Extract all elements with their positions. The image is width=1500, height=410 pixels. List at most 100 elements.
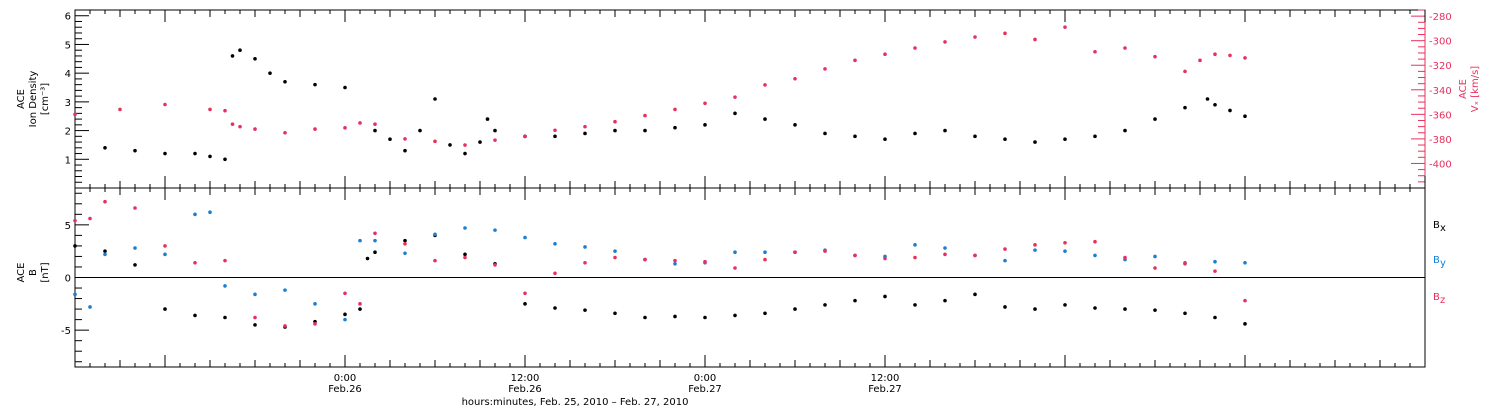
bx-point (103, 249, 107, 253)
density-point (1228, 108, 1232, 113)
bz-point (1003, 247, 1007, 251)
bx-point (673, 314, 677, 319)
bz-point (763, 257, 767, 262)
density-velocity-panel: 1 2 3 4 5 6 -280 -300 -320 -340 -360 -380 -400 ACE … (16, 9, 1481, 189)
bx-point (823, 303, 827, 307)
bz-point (193, 260, 197, 265)
bx-point (883, 294, 887, 299)
density-point (793, 123, 797, 127)
density-axis-title-line-1: ACE (16, 89, 27, 109)
bz-point (913, 255, 917, 260)
by-point (493, 228, 497, 232)
by-point (463, 226, 467, 230)
density-axis-title: ACE Ion Density [cm⁻³] (16, 71, 51, 128)
velocity-point (703, 101, 707, 106)
velocity-point (253, 127, 257, 131)
bx-point (1003, 305, 1007, 309)
time-tick-label: 12:00 (871, 373, 900, 384)
velocity-point (463, 143, 467, 147)
by-point (1063, 249, 1067, 253)
density-point (1243, 114, 1247, 119)
bx-point (133, 263, 137, 267)
density-point (230, 54, 235, 58)
bx-point (613, 311, 617, 316)
by-point (208, 210, 212, 215)
density-point (673, 125, 677, 130)
density-point (583, 131, 587, 136)
velocity-point (1183, 69, 1187, 74)
velocity-point (208, 107, 212, 112)
b-tick-label: 5 (65, 221, 71, 232)
velocity-point (553, 128, 557, 133)
bx-point (403, 238, 407, 243)
bz-point (313, 322, 317, 326)
bz-point (133, 206, 137, 210)
velocity-point (1213, 52, 1217, 56)
by-point (283, 288, 287, 292)
time-tick-date: Feb.27 (868, 384, 902, 395)
density-point (373, 128, 377, 133)
bx-point (73, 244, 77, 248)
bx-point (913, 303, 917, 307)
b-axis-title-line-1: ACE (16, 263, 27, 283)
by-point (343, 317, 347, 322)
bx-point (1213, 315, 1217, 320)
density-point (553, 134, 557, 139)
by-point (943, 246, 947, 250)
legend-subscript-z: z (1440, 295, 1445, 306)
bz-point (883, 256, 887, 261)
velocity-point (1228, 53, 1232, 58)
velocity-axis-title-line-2: Vₓ [km/s] (1470, 66, 1481, 112)
velocity-point (1033, 37, 1037, 42)
velocity-point (1003, 31, 1007, 36)
b-tick-label: 0 (65, 274, 71, 285)
density-point (943, 128, 947, 133)
time-tick-date: Feb.26 (328, 384, 362, 395)
by-point (1093, 253, 1097, 258)
bz-point (1123, 255, 1127, 260)
velocity-point (73, 112, 77, 117)
density-point (823, 131, 827, 136)
velocity-point (230, 122, 235, 126)
density-point (133, 148, 137, 153)
b-axis-ticks: 5 0 -5 (61, 192, 89, 363)
density-point (418, 128, 422, 133)
velocity-tick-label: -280 (1429, 12, 1452, 23)
by-point (1033, 248, 1037, 252)
density-point (388, 137, 392, 141)
density-axis-title-line-3: [cm⁻³] (40, 83, 51, 115)
bx-point (1243, 322, 1247, 326)
velocity-axis-title: ACE Vₓ [km/s] (1458, 66, 1481, 112)
density-point (268, 71, 272, 75)
density-point (763, 117, 767, 121)
velocity-point (1243, 56, 1247, 60)
bx-point (1063, 303, 1067, 307)
by-point (373, 238, 377, 243)
bz-point (1183, 262, 1187, 266)
density-point (485, 117, 490, 121)
velocity-point (1153, 54, 1157, 59)
velocity-point (1093, 49, 1097, 54)
bz-point (793, 250, 797, 255)
bx-point (343, 312, 347, 317)
velocity-tick-label: -380 (1429, 135, 1452, 146)
bz-point (343, 291, 347, 296)
velocity-point (403, 137, 407, 141)
velocity-point (523, 134, 527, 139)
velocity-tick-label: -320 (1429, 61, 1452, 72)
time-tick-date: Feb.26 (508, 384, 542, 395)
bz-point (493, 263, 497, 267)
legend-label-x: B (1433, 220, 1440, 231)
velocity-point (583, 124, 587, 129)
velocity-point (238, 124, 242, 129)
legend-label-z: B (1433, 292, 1440, 303)
bz-point (733, 266, 737, 270)
velocity-point (793, 76, 797, 81)
density-point (493, 128, 497, 133)
density-point (1093, 134, 1097, 139)
time-axis: 0:00Feb.2612:00Feb.260:00Feb.2712:00Feb.… (74, 10, 1426, 395)
density-point (448, 143, 452, 147)
